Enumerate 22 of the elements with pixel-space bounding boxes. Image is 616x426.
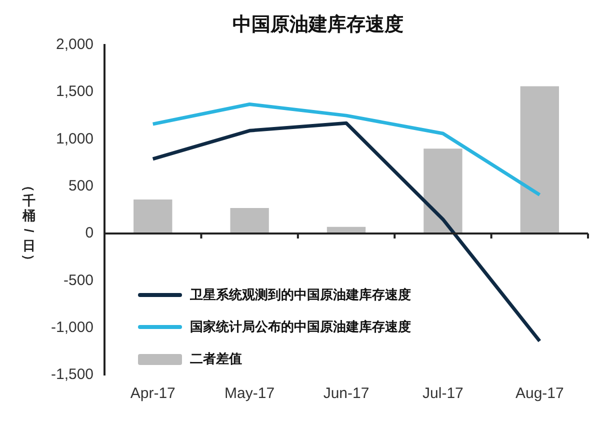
legend-label: 二者差值: [190, 350, 242, 368]
y-tick-label: -1,500: [50, 366, 94, 384]
y-tick-label: 500: [68, 177, 94, 194]
y-tick-label: -1,000: [50, 318, 94, 336]
x-tick-label: Jul-17: [422, 385, 464, 402]
y-tick-label: 1,000: [56, 130, 94, 148]
bar: [520, 86, 559, 234]
x-tick-label: Aug-17: [515, 385, 564, 402]
bar: [230, 208, 269, 234]
x-tick-label: May-17: [224, 385, 275, 402]
legend-label: 国家统计局公布的中国原油建库存速度: [190, 318, 411, 336]
chart-title: 中国原油建库存速度: [232, 14, 404, 36]
y-tick-label: 1,500: [56, 83, 94, 100]
y-tick-label: 2,000: [56, 36, 94, 53]
x-tick-label: Jun-17: [323, 385, 370, 402]
legend-label: 卫星系统观测到的中国原油建库存速度: [190, 286, 411, 304]
bar: [134, 200, 172, 234]
bar: [424, 148, 462, 234]
y-axis-title: （千桶/日）: [22, 178, 36, 268]
x-tick-label: Apr-17: [130, 385, 176, 402]
y-tick-label: -500: [64, 272, 94, 289]
y-tick-label: 0: [85, 224, 94, 242]
